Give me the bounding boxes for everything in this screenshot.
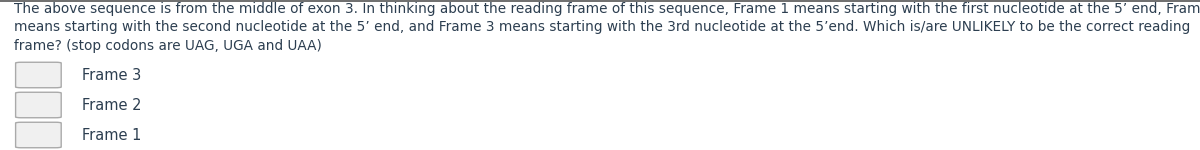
Text: Frame 1: Frame 1: [82, 128, 140, 142]
FancyBboxPatch shape: [16, 122, 61, 148]
FancyBboxPatch shape: [16, 92, 61, 118]
Text: Frame 3: Frame 3: [82, 68, 140, 82]
FancyBboxPatch shape: [16, 62, 61, 88]
Text: The above sequence is from the middle of exon 3. In thinking about the reading f: The above sequence is from the middle of…: [14, 2, 1200, 53]
Text: Frame 2: Frame 2: [82, 98, 142, 112]
